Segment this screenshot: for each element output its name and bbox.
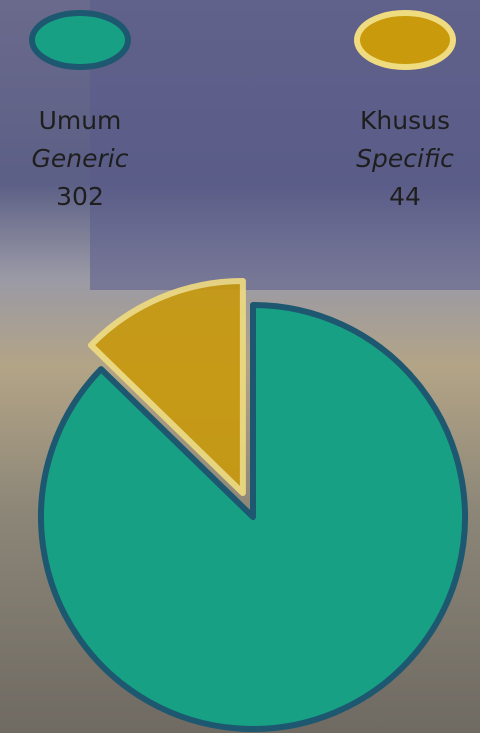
legend-translation: Generic [32,144,129,173]
legend-label: Khusus [360,106,450,135]
legend-swatch [357,13,453,67]
infographic: Umum Generic 302 Khusus Specific 44 [0,0,480,733]
legend-swatch [32,13,128,67]
chart: Umum Generic 302 Khusus Specific 44 [0,0,480,733]
legend-value: 302 [56,182,104,211]
legend-value: 44 [389,182,421,211]
legend-translation: Specific [356,144,454,173]
pie-slice [41,305,465,729]
legend-label: Umum [39,106,122,135]
